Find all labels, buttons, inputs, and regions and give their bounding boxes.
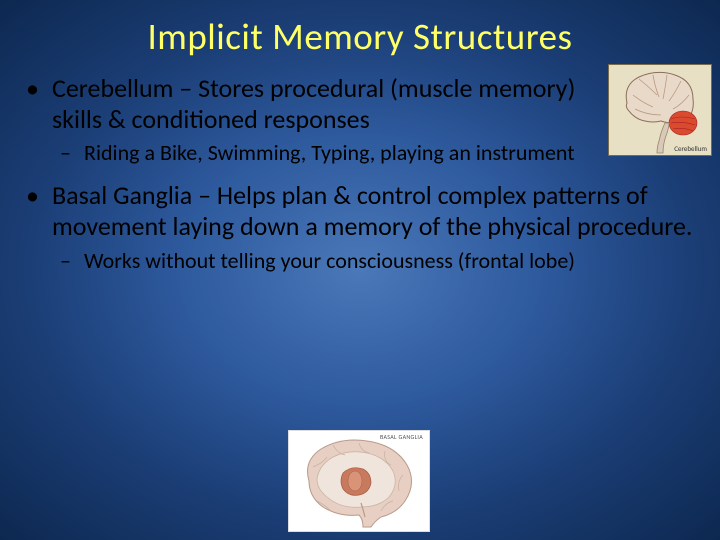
slide-title: Implicit Memory Structures (24, 14, 696, 59)
image-basal-ganglia: BASAL GANGLIA (288, 430, 430, 532)
sub-bullet-basal: Works without telling your consciousness… (82, 248, 696, 274)
bullet-list: Cerebellum – Stores procedural (muscle m… (24, 73, 696, 274)
sublist-cerebellum: Riding a Bike, Swimming, Typing, playing… (52, 140, 696, 166)
bullet-cerebellum: Cerebellum – Stores procedural (muscle m… (48, 73, 696, 166)
bullet-basal-ganglia: Basal Ganglia – Helps plan & control com… (48, 180, 696, 273)
brain-cerebellum-icon (609, 65, 711, 155)
image-basal-label: BASAL GANGLIA (380, 433, 423, 441)
slide: Implicit Memory Structures Cerebellum – … (0, 0, 720, 540)
image-cerebellum: Cerebellum (608, 64, 712, 156)
sub-bullet-cerebellum: Riding a Bike, Swimming, Typing, playing… (82, 140, 696, 166)
sublist-basal: Works without telling your consciousness… (52, 248, 696, 274)
bullet-basal-ganglia-text: Basal Ganglia – Helps plan & control com… (52, 179, 692, 242)
bullet-cerebellum-text: Cerebellum – Stores procedural (muscle m… (52, 73, 582, 134)
brain-basal-icon (289, 431, 429, 531)
content-area: Cerebellum – Stores procedural (muscle m… (24, 73, 696, 274)
image-cerebellum-label: Cerebellum (674, 144, 707, 153)
